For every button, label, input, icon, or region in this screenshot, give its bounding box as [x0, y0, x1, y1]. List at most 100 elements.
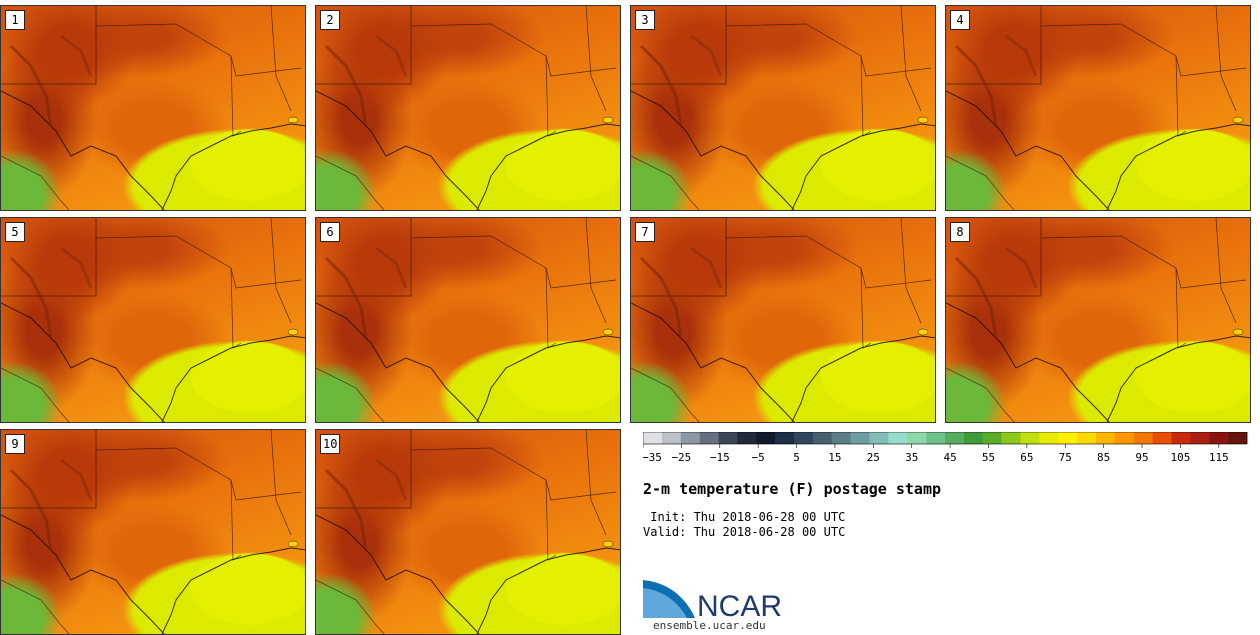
- colorbar-swatch: [794, 432, 814, 444]
- colorbar-swatch: [812, 432, 833, 444]
- member-number-label: 10: [320, 434, 341, 454]
- colorbar-outline: [643, 432, 1248, 445]
- ensemble-member-panel: 3: [630, 5, 936, 211]
- member-number-label: 5: [5, 222, 25, 242]
- state-border: [230, 267, 242, 349]
- map-boundaries: [946, 218, 1250, 422]
- colorbar-swatch: [831, 432, 851, 444]
- colorbar-swatch: [1152, 432, 1172, 444]
- state-border: [270, 218, 292, 324]
- member-number-label: 2: [320, 10, 340, 30]
- state-border: [1215, 218, 1237, 324]
- mexico-border: [946, 367, 1015, 422]
- state-border: [230, 55, 242, 137]
- ensemble-member-panel: 2: [315, 5, 621, 211]
- state-border: [946, 6, 1042, 85]
- state-border: [410, 23, 617, 77]
- ensemble-member-panel: 6: [315, 217, 621, 423]
- member-number-label: 1: [5, 10, 25, 30]
- member-number-label: 7: [635, 222, 655, 242]
- state-border: [270, 430, 292, 536]
- colorbar-swatch: [850, 432, 870, 444]
- state-border: [545, 55, 557, 137]
- state-border: [545, 479, 557, 561]
- lake-pontchartrain: [287, 116, 299, 124]
- terrain-ridge: [690, 34, 723, 77]
- colorbar-tick-label: −5: [752, 451, 765, 464]
- coastline: [161, 123, 305, 210]
- colorbar-tick-label: 115: [1209, 451, 1229, 464]
- border-river: [316, 302, 480, 422]
- state-border: [1040, 23, 1247, 77]
- state-border: [585, 430, 607, 536]
- terrain-ridge: [9, 468, 53, 551]
- map-boundaries: [1, 6, 305, 210]
- temperature-colorbar: −35 −25 −15 −5 5 15 25 35 45 55 65 75 85 95 105 115: [643, 432, 1248, 464]
- terrain-ridge: [375, 34, 408, 77]
- ensemble-member-panel: 9: [0, 429, 306, 635]
- colorbar-swatch: [1114, 432, 1135, 444]
- terrain-ridge: [1005, 246, 1038, 289]
- map-boundaries: [316, 6, 620, 210]
- state-border: [1040, 235, 1247, 289]
- lake-pontchartrain: [917, 116, 929, 124]
- colorbar-swatch: [1209, 432, 1229, 444]
- ensemble-member-panel: 8: [945, 217, 1251, 423]
- colorbar-tick-label: 105: [1170, 451, 1190, 464]
- site-url: ensemble.ucar.edu: [653, 619, 766, 632]
- colorbar-tick-label: 35: [905, 451, 918, 464]
- state-border: [95, 23, 302, 77]
- border-river: [1, 302, 165, 422]
- state-border: [230, 479, 242, 561]
- colorbar-swatch: [756, 432, 776, 444]
- colorbar-swatch: [1077, 432, 1097, 444]
- border-river: [316, 514, 480, 634]
- colorbar-swatch: [680, 432, 700, 444]
- coastline: [476, 335, 620, 422]
- lake-pontchartrain: [602, 328, 614, 336]
- state-border: [316, 430, 412, 509]
- state-border: [410, 235, 617, 289]
- coastline: [161, 335, 305, 422]
- state-border: [1175, 55, 1187, 137]
- coastline: [791, 335, 935, 422]
- border-river: [1, 514, 165, 634]
- colorbar-swatch: [699, 432, 719, 444]
- colorbar-swatch: [775, 432, 795, 444]
- terrain-ridge: [60, 34, 93, 77]
- terrain-ridge: [954, 44, 998, 127]
- map-boundaries: [631, 218, 935, 422]
- state-border: [631, 6, 727, 85]
- colorbar-swatch: [1171, 432, 1191, 444]
- colorbar-swatch: [907, 432, 927, 444]
- terrain-ridge: [324, 256, 368, 339]
- ensemble-member-panel: 4: [945, 5, 1251, 211]
- state-border: [545, 267, 557, 349]
- colorbar-tick-label: 5: [793, 451, 800, 464]
- state-border: [900, 218, 922, 324]
- colorbar-swatch: [1058, 432, 1078, 444]
- colorbar-tick-label: 25: [867, 451, 880, 464]
- valid-time: Valid: Thu 2018-06-28 00 UTC: [643, 525, 846, 539]
- state-border: [1, 430, 97, 509]
- colorbar-swatch: [982, 432, 1002, 444]
- logo-swoosh-light: [643, 588, 687, 618]
- map-title: 2-m temperature (F) postage stamp: [643, 480, 942, 498]
- member-number-label: 8: [950, 222, 970, 242]
- colorbar-swatch: [1020, 432, 1040, 444]
- colorbar-tick-label: 55: [982, 451, 995, 464]
- state-border: [95, 447, 302, 501]
- member-number-label: 4: [950, 10, 970, 30]
- state-border: [860, 55, 872, 137]
- colorbar-swatch: [643, 432, 663, 444]
- mexico-border: [946, 155, 1015, 210]
- state-border: [946, 218, 1042, 297]
- colorbar-swatch: [1096, 432, 1116, 444]
- coastline: [791, 123, 935, 210]
- ensemble-member-panel: 5: [0, 217, 306, 423]
- colorbar-tick-label: 15: [828, 451, 841, 464]
- colorbar-swatch: [963, 432, 984, 444]
- state-border: [316, 218, 412, 297]
- lake-pontchartrain: [602, 116, 614, 124]
- colorbar-swatch: [718, 432, 738, 444]
